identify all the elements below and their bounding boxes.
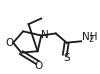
Text: NH: NH	[82, 32, 97, 42]
Text: 2: 2	[88, 35, 93, 44]
Text: S: S	[63, 53, 70, 63]
Text: N: N	[42, 30, 49, 40]
Text: O: O	[34, 61, 43, 71]
Text: O: O	[5, 38, 13, 48]
